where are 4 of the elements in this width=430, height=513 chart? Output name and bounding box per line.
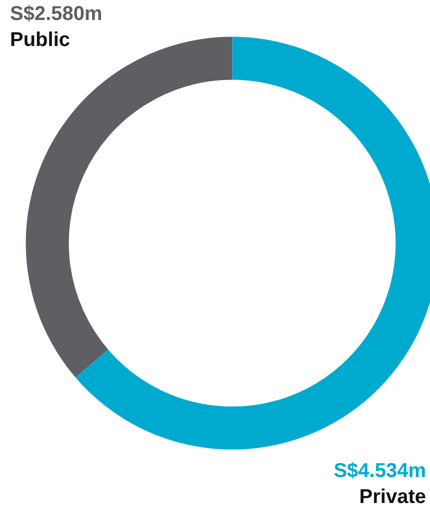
data-label: S$4.534m <box>334 460 426 482</box>
slice-label: Public <box>10 29 70 51</box>
slice-label: Private <box>359 486 426 508</box>
data-label: S$2.580m <box>10 3 102 25</box>
